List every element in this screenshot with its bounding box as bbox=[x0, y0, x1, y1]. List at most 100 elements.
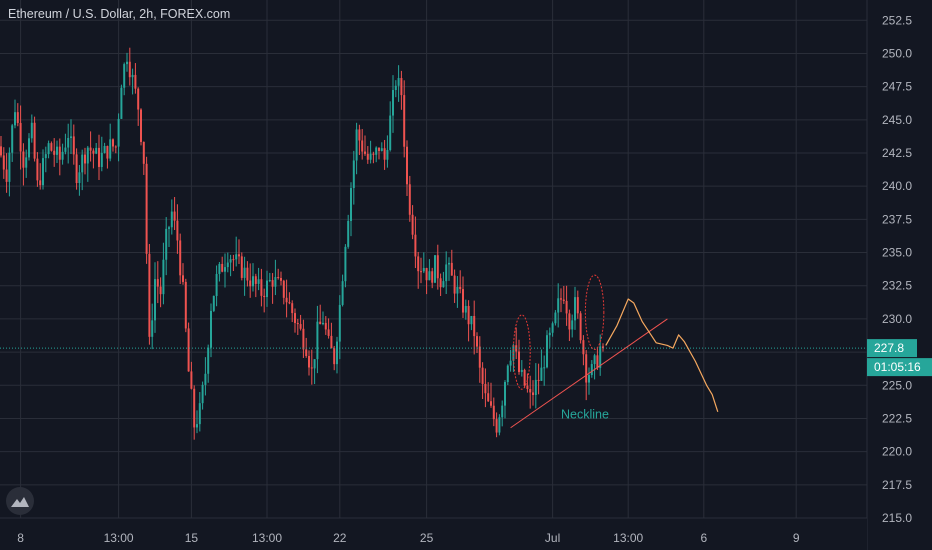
candle-body bbox=[25, 157, 27, 167]
candle-body bbox=[34, 123, 36, 159]
candle-body bbox=[232, 259, 234, 260]
time-tick-label: 13:00 bbox=[613, 531, 643, 545]
candle-body bbox=[199, 403, 201, 424]
candle-body bbox=[126, 62, 128, 64]
candle-body bbox=[160, 287, 162, 295]
candle-body bbox=[375, 148, 377, 155]
candle-body bbox=[596, 355, 598, 368]
candle-body bbox=[361, 140, 363, 151]
price-tick-label: 232.5 bbox=[882, 279, 912, 293]
candle-body bbox=[546, 335, 548, 367]
candle-body bbox=[294, 313, 296, 323]
candle-body bbox=[22, 151, 24, 167]
time-tick-label: Jul bbox=[545, 531, 560, 545]
candle-body bbox=[501, 406, 503, 418]
candle-body bbox=[157, 279, 159, 286]
candle-body bbox=[39, 180, 41, 185]
candle-body bbox=[221, 264, 223, 272]
candle-body bbox=[339, 305, 341, 342]
candle-body bbox=[207, 348, 209, 374]
candle-body bbox=[588, 375, 590, 382]
candle-body bbox=[389, 116, 391, 150]
candle-body bbox=[17, 112, 19, 123]
candle-body bbox=[549, 333, 551, 335]
forecast-path bbox=[606, 299, 718, 412]
time-tick-label: 8 bbox=[17, 531, 24, 545]
candle-body bbox=[269, 280, 271, 281]
candle-body bbox=[162, 260, 164, 294]
candle-body bbox=[148, 254, 150, 337]
tradingview-logo-glyph bbox=[10, 494, 30, 508]
candle-body bbox=[462, 289, 464, 312]
candle-body bbox=[442, 281, 444, 287]
tradingview-logo-icon[interactable] bbox=[6, 487, 34, 515]
price-tick-label: 235.0 bbox=[882, 246, 912, 260]
candle-body bbox=[210, 311, 212, 348]
candlestick-series bbox=[0, 48, 604, 440]
candle-body bbox=[552, 323, 554, 332]
candle-body bbox=[406, 147, 408, 185]
candle-body bbox=[53, 151, 55, 155]
candle-body bbox=[342, 281, 344, 305]
candle-body bbox=[465, 306, 467, 313]
candle-body bbox=[498, 417, 500, 432]
candle-body bbox=[543, 367, 545, 368]
candle-body bbox=[241, 256, 243, 278]
price-tick-label: 215.0 bbox=[882, 511, 912, 525]
candle-body bbox=[84, 155, 86, 164]
time-tick-label: 15 bbox=[185, 531, 199, 545]
candle-body bbox=[325, 323, 327, 329]
candle-body bbox=[238, 254, 240, 256]
candle-body bbox=[202, 385, 204, 403]
candle-body bbox=[288, 302, 290, 303]
candle-body bbox=[132, 75, 134, 77]
candle-body bbox=[381, 148, 383, 151]
candle-body bbox=[532, 392, 534, 395]
candle-body bbox=[87, 148, 89, 164]
candle-body bbox=[129, 62, 131, 77]
candle-body bbox=[249, 281, 251, 287]
candle-body bbox=[59, 147, 61, 160]
candle-body bbox=[302, 329, 304, 350]
time-tick-label: 13:00 bbox=[104, 531, 134, 545]
candle-body bbox=[255, 276, 257, 284]
candle-body bbox=[473, 316, 475, 336]
candle-body bbox=[28, 138, 30, 157]
candle-body bbox=[370, 154, 372, 160]
candle-body bbox=[151, 320, 153, 336]
candle-body bbox=[314, 359, 316, 368]
candle-body bbox=[468, 306, 470, 324]
candle-body bbox=[518, 352, 520, 372]
candle-body bbox=[36, 159, 38, 181]
candle-body bbox=[577, 297, 579, 313]
time-axis[interactable]: 8 13:00 15 13:00 22 25 Jul 13:00 6 9 bbox=[0, 518, 867, 550]
candle-body bbox=[440, 278, 442, 287]
candle-body bbox=[216, 274, 218, 296]
candle-body bbox=[70, 136, 72, 138]
price-tick-label: 222.5 bbox=[882, 411, 912, 425]
candle-body bbox=[448, 263, 450, 265]
candle-body bbox=[428, 271, 430, 280]
candle-body bbox=[504, 382, 506, 406]
candle-body bbox=[333, 348, 335, 364]
candle-body bbox=[347, 221, 349, 247]
candle-body bbox=[0, 146, 2, 155]
candle-body bbox=[454, 276, 456, 294]
price-tick-label: 217.5 bbox=[882, 478, 912, 492]
candle-body bbox=[400, 78, 402, 95]
candle-body bbox=[557, 298, 559, 312]
candle-body bbox=[563, 300, 565, 301]
candle-body bbox=[277, 277, 279, 278]
price-axis[interactable]: 252.5 250.0 247.5 245.0 242.5 240.0 237.5 235.0… bbox=[867, 0, 932, 550]
candle-body bbox=[322, 323, 324, 324]
price-tick-label: 237.5 bbox=[882, 212, 912, 226]
candle-body bbox=[434, 255, 436, 282]
candle-body bbox=[90, 148, 92, 151]
candle-body bbox=[64, 148, 66, 152]
candle-body bbox=[193, 389, 195, 428]
candle-body bbox=[263, 296, 265, 297]
candle-body bbox=[524, 370, 526, 386]
candle-body bbox=[300, 324, 302, 329]
candle-body bbox=[493, 406, 495, 419]
